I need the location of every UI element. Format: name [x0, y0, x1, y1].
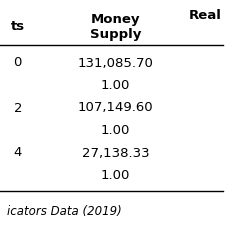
Text: 1.00: 1.00 [101, 124, 130, 137]
Text: 27,138.33: 27,138.33 [82, 146, 150, 160]
Text: 107,149.60: 107,149.60 [78, 101, 153, 115]
Text: ts: ts [11, 20, 25, 34]
Text: 1.00: 1.00 [101, 169, 130, 182]
Text: 131,085.70: 131,085.70 [78, 56, 154, 70]
Text: 1.00: 1.00 [101, 79, 130, 92]
Text: 0: 0 [14, 56, 22, 70]
Text: Money
Supply: Money Supply [90, 13, 141, 41]
Text: icators Data (2019): icators Data (2019) [7, 205, 122, 218]
Text: 4: 4 [14, 146, 22, 160]
Text: Real: Real [188, 9, 221, 22]
Text: 2: 2 [14, 101, 22, 115]
